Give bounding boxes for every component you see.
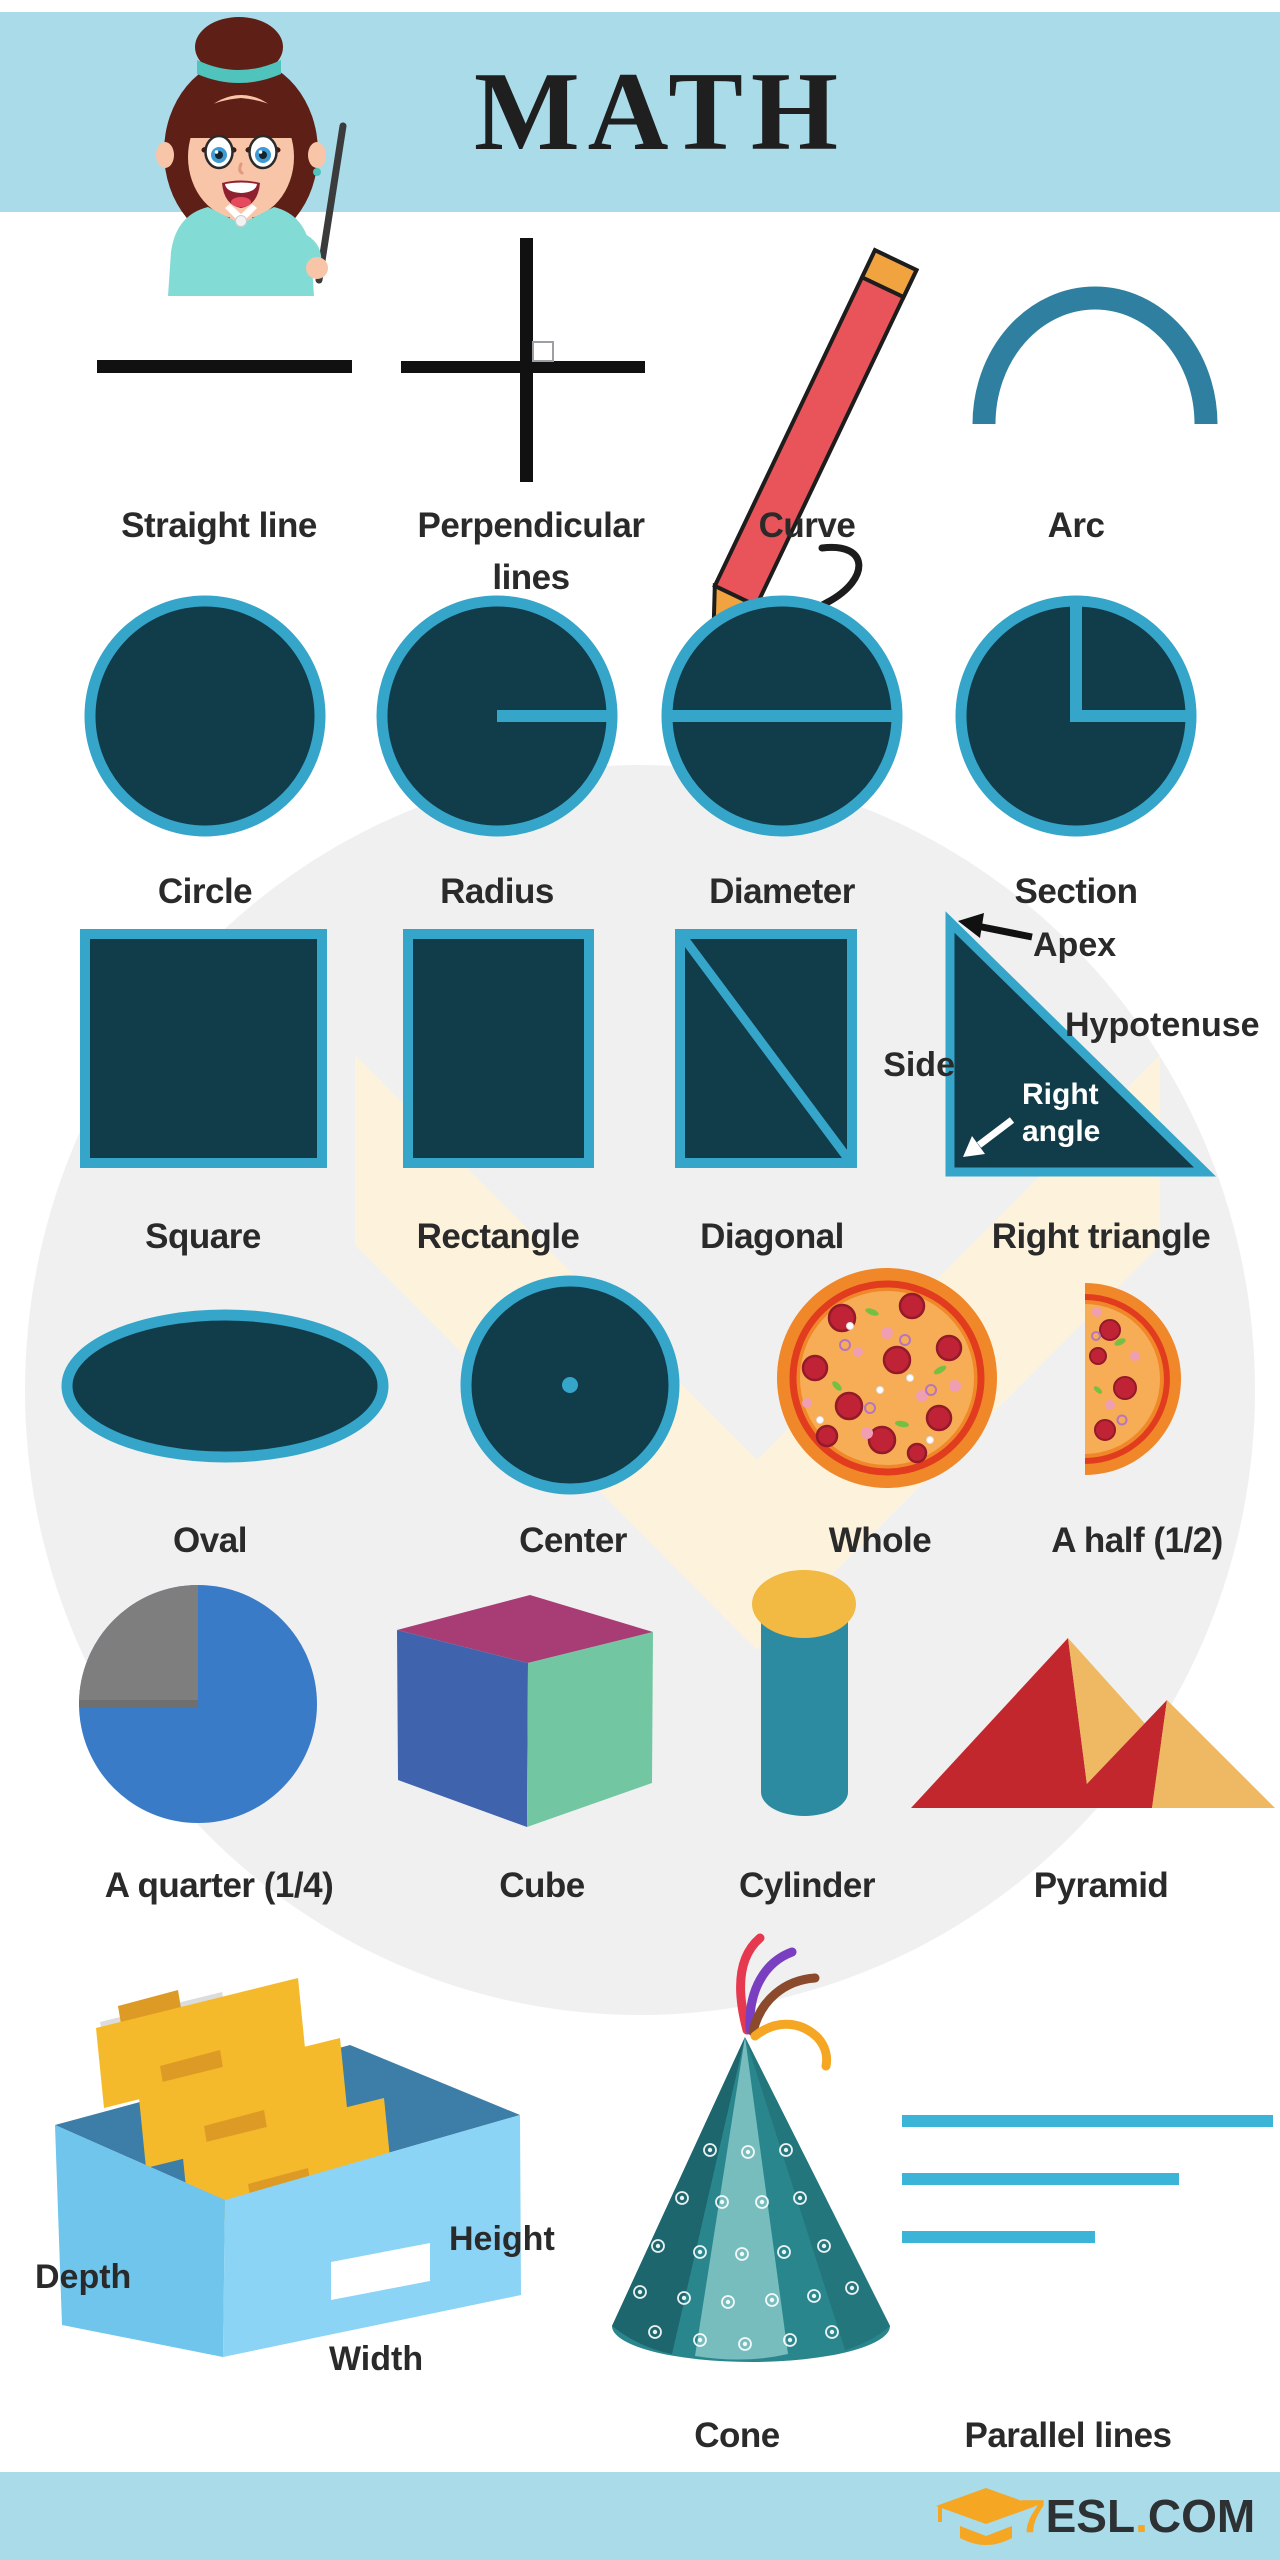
center-dot: [562, 1377, 578, 1393]
logo-dot: .: [1135, 2490, 1148, 2542]
annotation-height: Height: [449, 2220, 555, 2258]
cone-illustration: [612, 1933, 890, 2362]
whole-pizza-illustration: [777, 1268, 997, 1488]
rectangle-shape: [403, 929, 594, 1168]
label-perpendicular-line1: Perpendicular: [417, 506, 645, 545]
teacher-illustration: [156, 17, 347, 296]
apex-arrow-icon: [958, 913, 1033, 941]
label-rectangle: Rectangle: [416, 1217, 580, 1256]
label-section: Section: [1014, 872, 1138, 911]
quarter-pie-shape: [79, 1585, 317, 1823]
annotation-apex: Apex: [1033, 926, 1117, 964]
graduation-cap-icon: [936, 2488, 1036, 2545]
annotation-right-angle: Right angle: [1022, 1076, 1100, 1150]
square-shape: [80, 929, 327, 1168]
annotation-right-angle-line1: Right: [1022, 1078, 1099, 1111]
streamers: [736, 1933, 832, 2071]
label-whole: Whole: [828, 1521, 932, 1560]
circle-shape: [84, 595, 326, 837]
page-title: MATH: [473, 50, 847, 174]
label-center: Center: [519, 1521, 627, 1560]
pointer-stick-icon: [315, 122, 347, 284]
section-shape: [955, 595, 1197, 837]
annotation-depth: Depth: [35, 2258, 132, 2296]
bangs: [186, 98, 296, 138]
annotation-side: Side: [883, 1046, 955, 1084]
annotation-width: Width: [329, 2340, 424, 2378]
label-diagonal: Diagonal: [700, 1217, 844, 1256]
half-pizza-illustration: [1084, 1283, 1181, 1475]
label-circle: Circle: [157, 872, 253, 911]
sweater: [168, 207, 314, 296]
label-radius: Radius: [440, 872, 554, 911]
center-shape: [460, 1275, 680, 1495]
logo-com: COM: [1147, 2490, 1256, 2542]
radius-shape: [376, 595, 618, 837]
cube-shape: [397, 1595, 653, 1827]
right-angle-arrow-icon: [963, 1117, 1015, 1157]
label-square: Square: [145, 1217, 261, 1256]
label-arc: Arc: [1047, 506, 1105, 545]
label-perpendicular-lines: Perpendicular lines: [381, 500, 681, 604]
logo-esl: ESL: [1045, 2490, 1136, 2542]
perpendicular-lines-shape: [401, 238, 645, 482]
brand-logo: 7ESL.COM: [1020, 2489, 1255, 2543]
label-diameter: Diameter: [709, 872, 855, 911]
annotation-right-angle-line2: angle: [1022, 1115, 1101, 1148]
label-straight-line: Straight line: [121, 506, 317, 545]
label-oval: Oval: [173, 1521, 247, 1560]
label-right-triangle: Right triangle: [991, 1217, 1211, 1256]
label-a-half: A half (1/2): [1051, 1521, 1223, 1560]
logo-seven: 7: [1020, 2490, 1046, 2542]
label-perpendicular-line2: lines: [492, 558, 570, 597]
label-curve: Curve: [758, 506, 856, 545]
parallel-lines-shape: [902, 2115, 1273, 2243]
diameter-shape: [661, 595, 903, 837]
label-a-quarter: A quarter (1/4): [104, 1866, 334, 1905]
right-triangle-shape: [945, 911, 1217, 1177]
right-angle-marker: [532, 341, 554, 362]
oval-shape: [61, 1309, 389, 1463]
pyramid-shape: [911, 1638, 1275, 1808]
cylinder-shape: [752, 1570, 856, 1817]
diagonal-shape: [675, 929, 857, 1168]
label-parallel-lines: Parallel lines: [964, 2416, 1172, 2455]
label-pyramid: Pyramid: [1033, 1866, 1169, 1905]
box-illustration: [55, 1978, 521, 2357]
arc-shape: [972, 286, 1218, 425]
straight-line-shape: [97, 360, 352, 373]
hair-bun: [195, 17, 283, 77]
footer-banner: [0, 2472, 1280, 2560]
headband: [197, 60, 281, 83]
label-cylinder: Cylinder: [738, 1866, 876, 1905]
box-label: [331, 2243, 430, 2300]
annotation-hypotenuse: Hypotenuse: [1065, 1006, 1260, 1044]
label-cube: Cube: [499, 1866, 585, 1905]
label-cone: Cone: [694, 2416, 780, 2455]
